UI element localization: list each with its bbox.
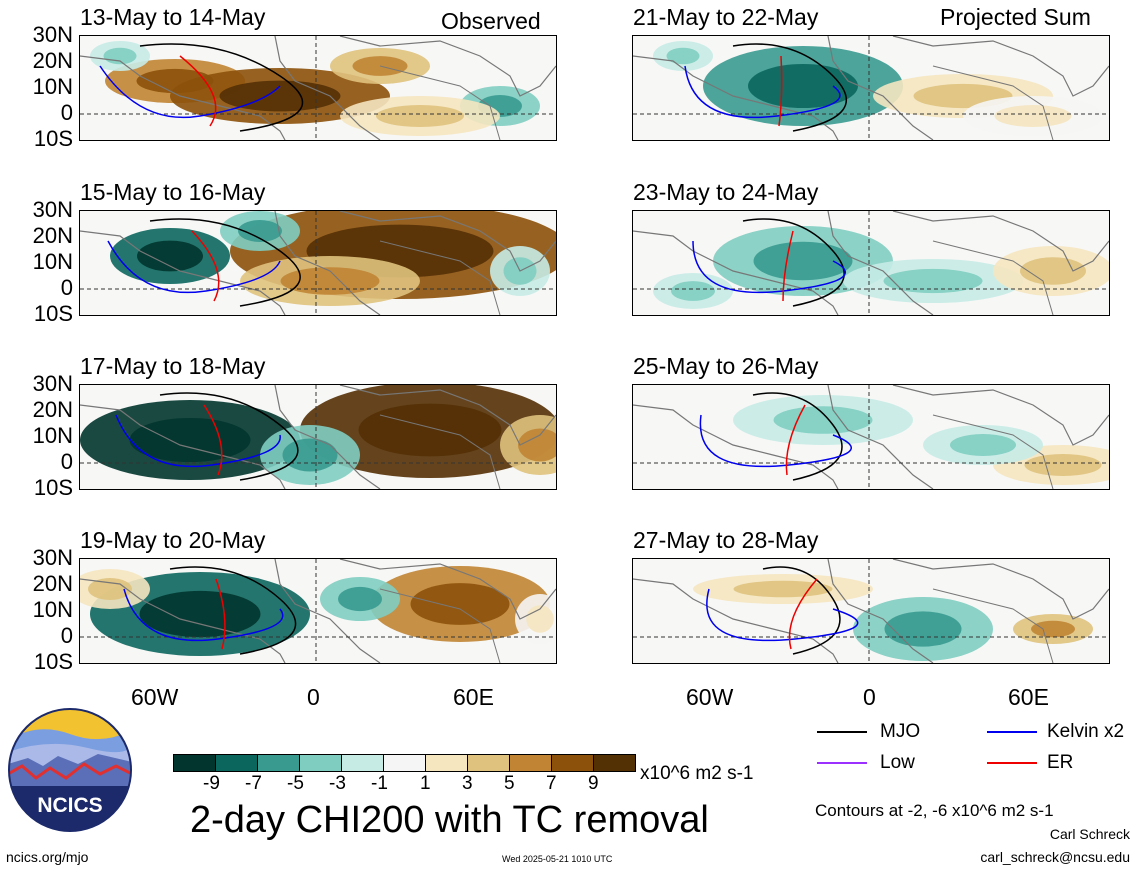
mjo-legend-label: MJO [880,721,921,742]
main-title: 2-day CHI200 with TC removal [190,799,709,841]
lat-label: 0 [60,449,73,474]
lat-label: 10S [33,475,73,500]
panel-title: 21-May to 22-May [633,4,819,30]
lon-label-60e: 60E [453,684,494,710]
ncics-logo: NCICS [8,708,132,832]
colorbar-swatch [426,755,468,771]
panel-title: 15-May to 16-May [80,179,266,205]
colorbar-swatch [342,755,384,771]
lat-label: 30N [32,197,73,222]
lat-label: 20N [32,223,73,248]
lat-label: 10S [33,126,73,151]
lat-label: 30N [32,22,73,47]
mjo-legend-line [817,731,867,733]
panel-title: 27-May to 28-May [633,527,819,553]
map-panel [632,558,1110,664]
colorbar-swatch [510,755,552,771]
map-panel [79,35,557,141]
contour-note: Contours at -2, -6 x10^6 m2 s-1 [815,801,1054,820]
panel-tag: Projected Sum [940,4,1091,30]
logo-text: NCICS [37,794,102,817]
colorbar-tick: -1 [371,773,388,794]
colorbar-tick: -7 [245,773,262,794]
map-panel [79,558,557,664]
er-legend-label: ER [1047,752,1074,773]
map-panel [632,384,1110,490]
colorbar-swatch [216,755,258,771]
colorbar-tick: -9 [203,773,220,794]
colorbar-tick: 9 [588,773,599,794]
colorbar [173,754,636,772]
colorbar-swatch [258,755,300,771]
lon-label-0: 0 [863,684,876,710]
panel-title: 25-May to 26-May [633,353,819,379]
timestamp: Wed 2025-05-21 1010 UTC [502,854,613,864]
lon-label-60e: 60E [1008,684,1049,710]
lat-label: 10N [32,249,73,274]
panel-title: 17-May to 18-May [80,353,266,379]
lat-label: 30N [32,371,73,396]
colorbar-swatch [552,755,594,771]
lat-label: 20N [32,571,73,596]
colorbar-swatch [594,755,635,771]
lat-label: 10N [32,423,73,448]
site-link[interactable]: ncics.org/mjo [6,849,89,865]
lon-label-60w: 60W [686,684,734,710]
colorbar-units: x10^6 m2 s-1 [640,763,754,784]
map-panel [79,210,557,316]
colorbar-tick: -3 [329,773,346,794]
colorbar-swatch [174,755,216,771]
panel-title: 13-May to 14-May [80,4,266,30]
lat-label: 10S [33,301,73,326]
lat-label: 20N [32,48,73,73]
kelvin-legend-line [987,731,1037,733]
panel-title: 23-May to 24-May [633,179,819,205]
map-panel [632,35,1110,141]
lat-label: 30N [32,545,73,570]
lat-label: 10N [32,74,73,99]
colorbar-swatch [300,755,342,771]
lon-label-0: 0 [307,684,320,710]
er-legend-line [987,762,1037,764]
lat-label: 20N [32,397,73,422]
low-legend-line [817,762,867,764]
colorbar-tick: -5 [287,773,304,794]
map-panel [632,210,1110,316]
panel-title: 19-May to 20-May [80,527,266,553]
kelvin-legend-label: Kelvin x2 [1047,721,1125,742]
colorbar-tick: 5 [504,773,515,794]
map-panel [79,384,557,490]
panel-tag: Observed [441,8,541,34]
email-link[interactable]: carl_schreck@ncsu.edu [980,849,1130,865]
colorbar-swatch [384,755,426,771]
colorbar-tick: 7 [546,773,557,794]
lon-label-60w: 60W [131,684,179,710]
lat-label: 10N [32,597,73,622]
lat-label: 0 [60,623,73,648]
colorbar-tick: 1 [420,773,431,794]
low-legend-label: Low [880,752,915,773]
lat-label: 0 [60,100,73,125]
colorbar-swatch [468,755,510,771]
lat-label: 0 [60,275,73,300]
colorbar-tick: 3 [462,773,473,794]
lat-label: 10S [33,649,73,674]
author: Carl Schreck [1049,826,1130,842]
